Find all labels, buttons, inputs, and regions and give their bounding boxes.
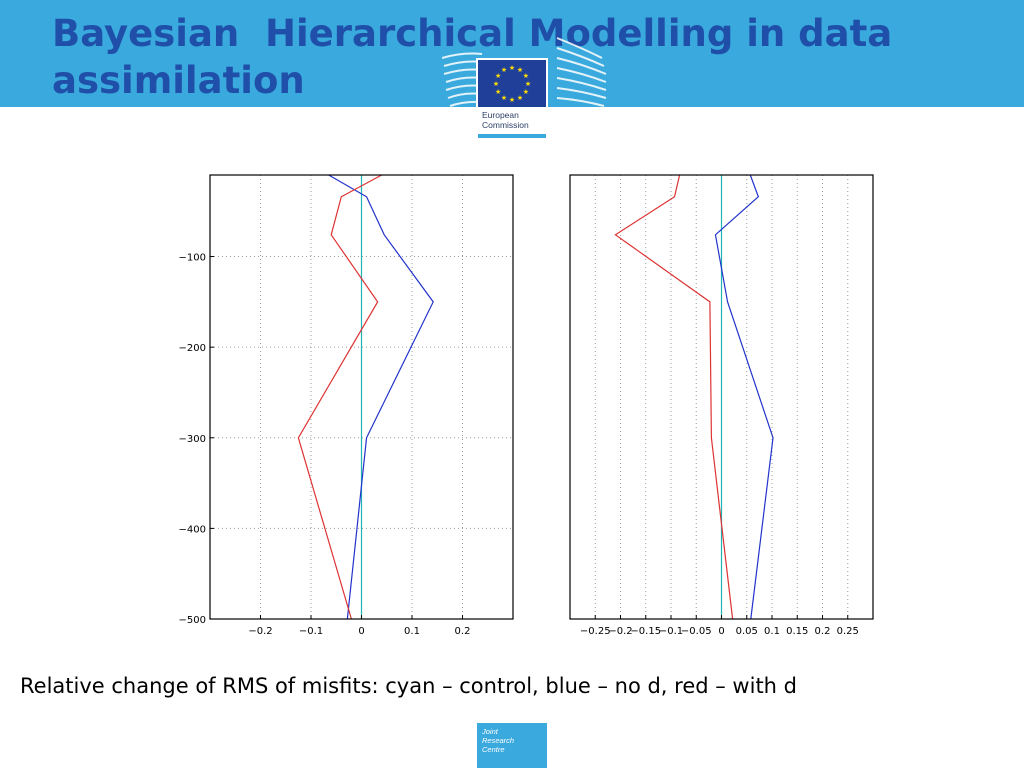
chart-left: −0.2 −0.1 0 0.1 0.2 −100 −200 −300 −400 −500 [179,174,514,637]
eu-star-icon: ★ [493,80,499,88]
jrc-logo-line-2: Research [482,736,515,745]
eu-star-icon: ★ [523,88,529,96]
slide-caption: Relative change of RMS of misfits: cyan … [20,674,797,698]
eu-star-icon: ★ [525,80,531,88]
eu-star-icon: ★ [509,64,515,72]
european-commission-logo: ★ ★ ★ ★ ★ ★ ★ ★ ★ ★ ★ ★ [441,18,612,144]
slide-title: Bayesian Hierarchical Modelling in data … [52,12,906,102]
chart-left-series-line-1 [328,174,434,620]
chart-left-y-tick-label: −200 [179,343,206,354]
jrc-logo-line-3: Centre [482,745,505,754]
chart-right-x-tick-label: −0.15 [630,626,661,637]
eu-star-icon: ★ [495,88,501,96]
chart-left-x-tick-label: 0.1 [404,626,420,637]
chart-left-x-tick-label: 0 [358,626,364,637]
chart-right-x-tick-label: 0.05 [736,626,758,637]
ec-logo-text: European Commission [482,110,548,130]
chart-left-x-tick-label: −0.1 [299,626,323,637]
jrc-logo-text: Joint Research Centre [482,727,544,754]
chart-right-x-tick-label: 0.2 [815,626,831,637]
jrc-logo-line-1: Joint [482,727,498,736]
chart-right-series-line-1 [714,174,774,620]
eu-star-icon: ★ [501,94,507,102]
chart-right-x-tick-label: 0.25 [837,626,859,637]
chart-right-series-line-2 [614,174,734,620]
chart-right-x-tick-label: 0 [718,626,724,637]
chart-right: −0.25−0.2−0.15−0.1−0.05 0 0.05 0.1 0.15 0.2 0.… [569,174,874,637]
chart-right-x-tick-label: −0.2 [608,626,632,637]
chart-left-y-tick-label: −400 [179,524,206,535]
eu-star-icon: ★ [501,66,507,74]
ec-logo-line-2: Commission [482,120,529,130]
eu-star-icon: ★ [495,72,501,80]
chart-left-y-tick-label: −300 [179,434,206,445]
chart-right-x-tick-label: −0.1 [659,626,683,637]
ec-logo-graphic: ★ ★★★★★★★★★★★ [441,37,607,140]
jrc-logo: Joint Research Centre [477,723,547,768]
chart-right-x-tick-label: 0.1 [764,626,780,637]
eu-flag [478,60,546,107]
chart-right-x-tick-label: −0.25 [580,626,611,637]
eu-star-icon: ★ [517,66,523,74]
chart-left-x-tick-label: 0.2 [455,626,471,637]
chart-right-x-tick-label: 0.15 [786,626,808,637]
eu-star-icon: ★ [523,72,529,80]
chart-left-y-tick-label: −100 [179,253,206,264]
eu-star-icon: ★ [517,94,523,102]
eu-star-icon: ★ [509,96,515,104]
chart-left-y-tick-label: −500 [179,615,206,626]
ec-logo-line-1: European [482,110,519,120]
chart-right-x-tick-label: −0.05 [681,626,712,637]
chart-left-series-line-2 [297,174,382,620]
chart-left-x-tick-label: −0.2 [248,626,272,637]
